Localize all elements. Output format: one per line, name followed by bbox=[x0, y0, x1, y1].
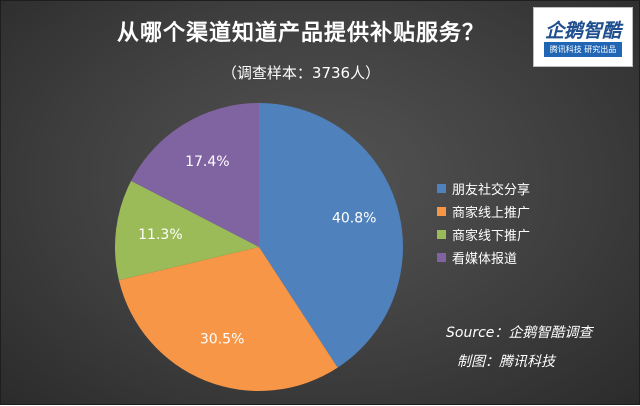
legend-label-0: 朋友社交分享 bbox=[452, 183, 531, 198]
pie-data-label-0: 40.8% bbox=[332, 211, 376, 227]
legend-label-3: 看媒体报道 bbox=[452, 252, 518, 267]
pie-slice-1 bbox=[118, 247, 338, 392]
legend-swatch-1 bbox=[437, 207, 446, 216]
logo-name: 企鹅智酷 bbox=[544, 20, 621, 42]
pie-data-label-3: 17.4% bbox=[185, 154, 229, 170]
legend-item-1: 商家线上推广 bbox=[437, 200, 530, 223]
chart-legend: 朋友社交分享 商家线上推广 商家线下推广 看媒体报道 bbox=[437, 177, 530, 269]
pie-slice-2 bbox=[115, 180, 259, 281]
legend-item-3: 看媒体报道 bbox=[437, 246, 530, 269]
legend-item-2: 商家线下推广 bbox=[437, 223, 530, 246]
chart-title: 从哪个渠道知道产品提供补贴服务？ bbox=[116, 21, 485, 46]
legend-swatch-3 bbox=[437, 253, 446, 262]
logo-tagline: 腾讯科技 研究出品 bbox=[544, 42, 622, 57]
pie-slice-0 bbox=[259, 103, 404, 368]
legend-item-0: 朋友社交分享 bbox=[437, 177, 530, 200]
legend-swatch-0 bbox=[437, 184, 446, 193]
legend-label-2: 商家线下推广 bbox=[452, 229, 531, 244]
chart-subtitle: （调查样本：3736人） bbox=[221, 64, 381, 82]
legend-swatch-2 bbox=[437, 230, 446, 239]
legend-label-1: 商家线上推广 bbox=[452, 206, 531, 221]
credit-note: 制图：腾讯科技 bbox=[457, 354, 555, 370]
pie-slice-3 bbox=[131, 103, 259, 247]
source-note: Source：企鹅智酷调查 bbox=[446, 325, 593, 341]
pie-data-label-1: 30.5% bbox=[200, 331, 244, 347]
brand-logo: 企鹅智酷 腾讯科技 研究出品 bbox=[533, 7, 633, 67]
pie-data-label-2: 11.3% bbox=[138, 227, 182, 243]
